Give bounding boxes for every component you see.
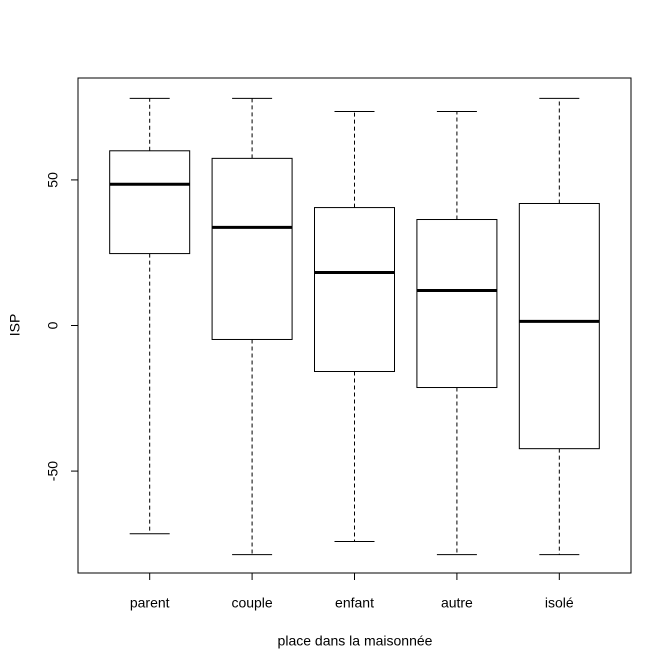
x-tick-label: enfant (335, 595, 374, 611)
box (518, 202, 600, 450)
box (211, 157, 293, 340)
x-tick-label: autre (441, 595, 473, 611)
x-axis-title: place dans la maisonnée (278, 633, 433, 649)
x-tick-label: parent (130, 595, 170, 611)
x-tick-label: couple (231, 595, 272, 611)
y-tick-label: 50 (45, 172, 61, 188)
box (314, 207, 395, 373)
x-tick-label: isolé (545, 595, 574, 611)
box (416, 219, 498, 389)
y-tick-label: 0 (45, 321, 61, 329)
y-axis-title: ISP (7, 314, 23, 337)
box (109, 150, 191, 255)
y-tick-label: -50 (45, 461, 61, 481)
